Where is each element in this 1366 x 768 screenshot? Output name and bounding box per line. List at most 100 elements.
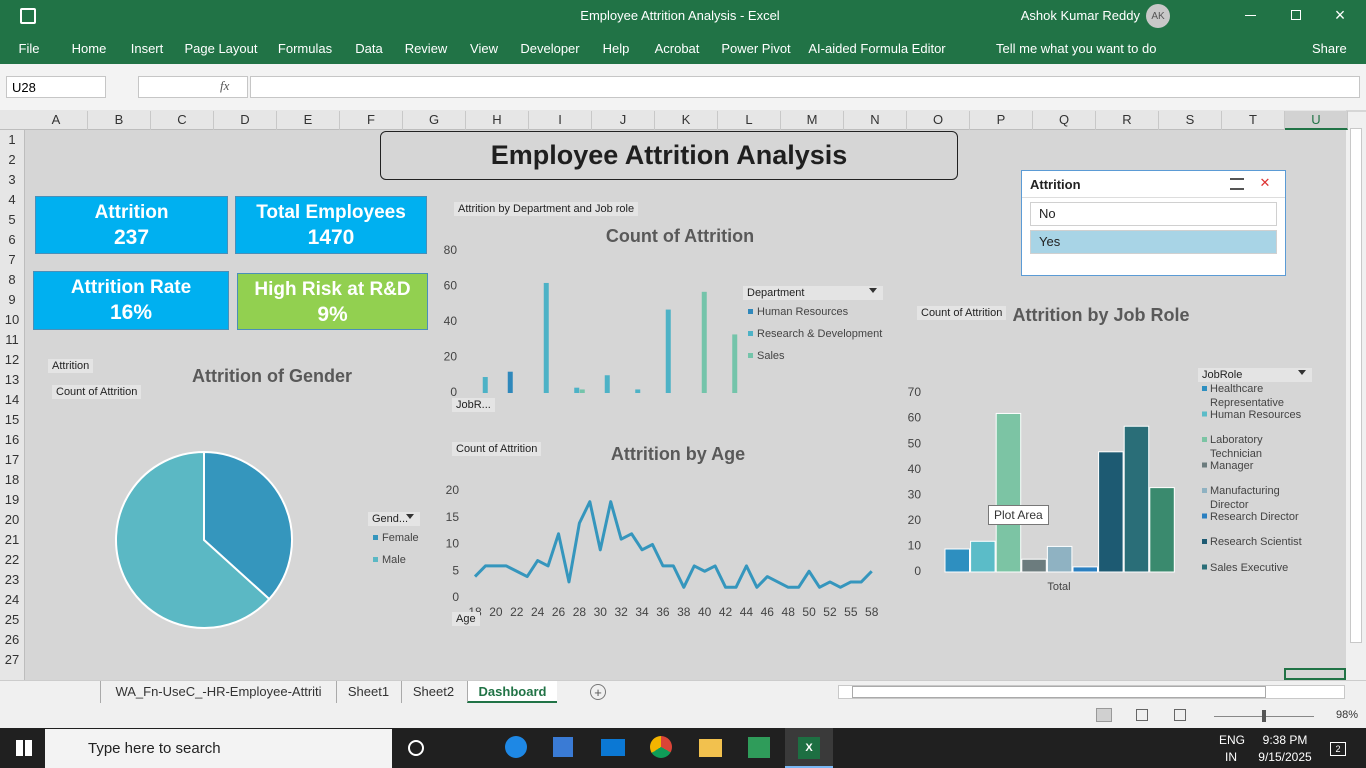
column-header[interactable]: P [970,111,1033,130]
field-button[interactable]: Age [452,612,480,626]
column-header[interactable]: I [529,111,592,130]
column-header[interactable]: R [1096,111,1159,130]
vertical-thumb[interactable] [1350,128,1362,643]
slicer-item[interactable]: Yes [1030,230,1277,254]
ribbon-tab[interactable]: Power Pivot [721,41,791,56]
column-header[interactable]: E [277,111,340,130]
row-header[interactable]: 14 [4,392,20,407]
close[interactable]: × [1334,4,1346,25]
page-layout-view[interactable] [1136,709,1148,721]
ribbon-tab[interactable]: Acrobat [654,41,700,56]
region[interactable]: IN [1225,750,1237,764]
dropdown[interactable] [869,288,877,293]
ribbon-tab[interactable]: AI-aided Formula Editor [808,41,946,56]
ribbon-tab[interactable]: Home [71,41,107,56]
notifications[interactable]: 2 [1330,742,1346,756]
column-header[interactable]: J [592,111,655,130]
column-header[interactable]: M [781,111,844,130]
row-header[interactable]: 11 [5,332,19,347]
row-header[interactable]: 24 [4,592,20,607]
cortana[interactable] [408,740,424,756]
zoom-level[interactable]: 98% [1336,709,1359,721]
legend-title[interactable]: Department [743,286,883,300]
formula-input[interactable] [250,76,1360,98]
row-header[interactable]: 27 [4,652,20,667]
column-header[interactable]: D [214,111,277,130]
search-box[interactable] [45,729,392,768]
clock-time[interactable]: 9:38 PM [1262,733,1308,747]
legend-title[interactable]: JobRole [1198,368,1312,382]
column-header[interactable]: H [466,111,529,130]
row-header[interactable]: 3 [8,172,16,187]
row-header[interactable]: 25 [4,612,20,627]
ribbon-tab[interactable]: Help [602,41,630,56]
column-header[interactable]: O [907,111,970,130]
row-header[interactable]: 26 [4,632,20,647]
minimize[interactable] [1245,15,1256,16]
clock-date[interactable]: 9/15/2025 [1258,750,1312,764]
ribbon-tab[interactable]: Developer [520,41,580,56]
tell-me[interactable]: Tell me what you want to do [996,41,1157,56]
new-sheet[interactable]: + [590,684,606,700]
save-icon[interactable] [20,8,36,24]
row-header[interactable]: 20 [4,512,20,527]
dropdown[interactable] [1298,370,1306,375]
start-button[interactable] [16,740,32,756]
sheet-tab[interactable]: Sheet1 [336,681,400,703]
row-header[interactable]: 22 [4,552,20,567]
chrome[interactable] [650,736,672,758]
restore[interactable] [1291,10,1301,20]
column-header[interactable]: U [1285,111,1348,130]
column-header[interactable]: K [655,111,718,130]
zoom-thumb[interactable] [1262,710,1266,722]
share[interactable]: Share [1312,41,1347,56]
sheet-tab[interactable]: Dashboard [467,681,557,703]
ribbon-tab[interactable]: Page Layout [184,41,258,56]
row-header[interactable]: 9 [8,292,16,307]
edge[interactable] [505,736,527,758]
row-header[interactable]: 12 [4,352,20,367]
row-header[interactable]: 10 [4,312,20,327]
meet[interactable] [748,737,770,758]
sheet-tab[interactable]: WA_Fn-UseC_-HR-Employee-Attriti [100,681,336,703]
row-header[interactable]: 19 [4,492,20,507]
row-header[interactable]: 18 [4,472,20,487]
row-header[interactable]: 6 [8,232,16,247]
column-header[interactable]: G [403,111,466,130]
insert-function[interactable]: fx [220,78,230,93]
column-header[interactable]: L [718,111,781,130]
row-header[interactable]: 13 [4,372,20,387]
column-header[interactable]: C [151,111,214,130]
ribbon-tab[interactable]: File [18,41,40,56]
column-header[interactable]: N [844,111,907,130]
column-header[interactable]: Q [1033,111,1096,130]
ribbon-tab[interactable]: Data [355,41,383,56]
row-header[interactable]: 4 [8,192,16,207]
row-header[interactable]: 15 [4,412,20,427]
dropdown[interactable] [406,514,414,519]
row-header[interactable]: 2 [8,152,16,167]
row-header[interactable]: 7 [8,252,16,267]
column-header[interactable]: A [25,111,88,130]
explorer[interactable] [699,739,722,757]
row-header[interactable]: 1 [8,132,16,147]
field-button[interactable]: Attrition [48,359,94,373]
store[interactable] [553,737,573,757]
multi-select[interactable] [1230,178,1244,190]
user-avatar[interactable]: AK [1146,4,1170,28]
column-header[interactable]: S [1159,111,1222,130]
mail[interactable] [601,739,625,756]
row-header[interactable]: 17 [4,452,20,467]
ribbon-tab[interactable]: Formulas [277,41,333,56]
row-header[interactable]: 21 [4,532,20,547]
page-break-view[interactable] [1174,709,1186,721]
ribbon-tab[interactable]: Insert [130,41,164,56]
language[interactable]: ENG [1219,733,1246,747]
horizontal-thumb[interactable] [852,686,1266,698]
normal-view[interactable] [1096,708,1112,722]
slicer-item[interactable]: No [1030,202,1277,226]
field-button[interactable]: JobR... [452,398,495,412]
name-box[interactable]: U28 [6,76,106,98]
column-header[interactable]: B [88,111,151,130]
row-header[interactable]: 23 [4,572,20,587]
